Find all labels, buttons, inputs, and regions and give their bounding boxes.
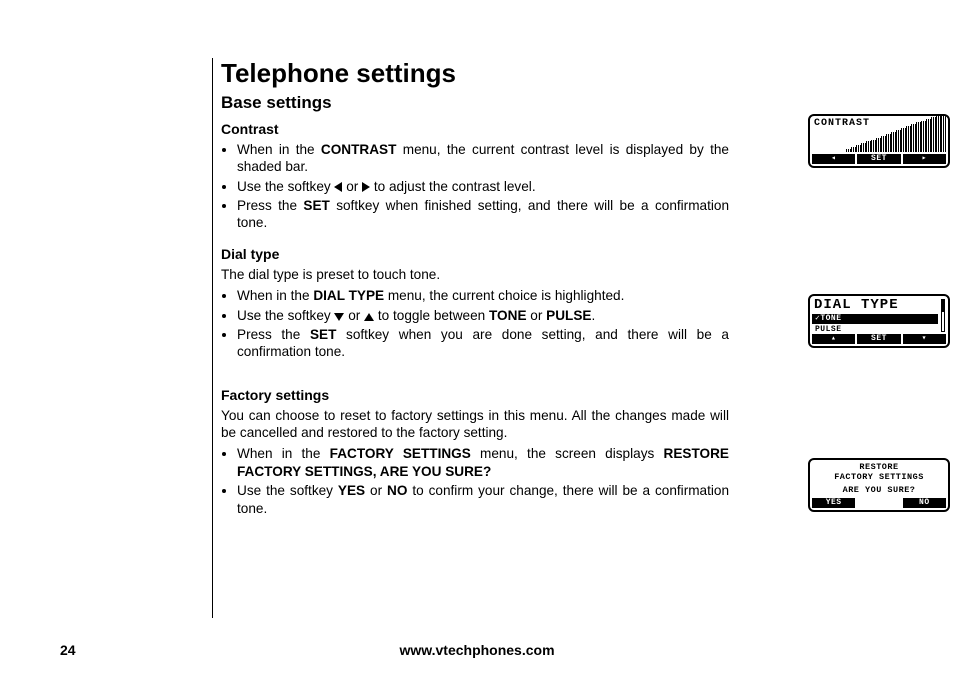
page-footer: 24 www.vtechphones.com [0,642,954,658]
footer-url: www.vtechphones.com [120,642,834,658]
softkey-right[interactable]: ▸ [903,154,946,164]
bold: SET [303,198,329,213]
softkey-bar: ◂ SET ▸ [812,154,946,164]
softkey-set[interactable]: SET [857,334,900,344]
softkey-set[interactable]: SET [857,154,900,164]
text: When in the [237,142,321,157]
lcd-top: CONTRAST [810,116,948,154]
scroll-thumb [942,300,944,312]
lcd-dial-option[interactable]: PULSE [812,325,938,335]
lcd-contrast-label: CONTRAST [814,118,870,129]
softkey-yes[interactable]: YES [812,498,855,508]
bold: SET [310,327,336,342]
dial-heading: Dial type [221,246,729,264]
softkey-down[interactable]: ▾ [903,334,946,344]
content-row: Telephone settings Base settings Contras… [60,58,894,618]
text: . [591,308,595,323]
section-factory: Factory settings You can choose to reset… [221,387,729,517]
dial-item-1: When in the DIAL TYPE menu, the current … [237,287,729,304]
dial-item-2: Use the softkey or to toggle between TON… [237,307,729,324]
factory-heading: Factory settings [221,387,729,405]
main-column: Telephone settings Base settings Contras… [212,58,894,618]
contrast-item-3: Press the SET softkey when finished sett… [237,197,729,232]
text: or [365,483,387,498]
lcd-factory-line2: FACTORY SETTINGS [810,473,948,483]
text: Press the [237,327,310,342]
softkey-up[interactable]: ▴ [812,334,855,344]
triangle-up-icon [364,313,374,321]
lcd-dial-option[interactable]: ✓TONE [812,314,938,324]
page-title: Telephone settings [221,58,894,89]
lcd-scrollbar [941,299,945,332]
bold: TONE [489,308,527,323]
text: or [342,179,362,194]
text: or [527,308,547,323]
contrast-list: When in the CONTRAST menu, the current c… [221,141,729,232]
text: When in the [237,446,330,461]
bold: PULSE [546,308,591,323]
factory-item-2: Use the softkey YES or NO to confirm you… [237,482,729,517]
softkey-bar: ▴ SET ▾ [812,334,946,344]
factory-intro: You can choose to reset to factory setti… [221,407,729,442]
factory-list: When in the FACTORY SETTINGS menu, the s… [221,445,729,517]
page-subtitle: Base settings [221,93,894,113]
triangle-down-icon [334,313,344,321]
bold: DIAL TYPE [313,288,384,303]
manual-page: Telephone settings Base settings Contras… [0,0,954,682]
lcd-factory-screen: RESTORE FACTORY SETTINGS ARE YOU SURE? Y… [808,458,950,512]
softkey-blank [857,498,900,508]
softkey-bar: YES NO [812,498,946,508]
contrast-item-2: Use the softkey or to adjust the contras… [237,178,729,195]
factory-item-1: When in the FACTORY SETTINGS menu, the s… [237,445,729,480]
section-contrast: Contrast When in the CONTRAST menu, the … [221,121,729,232]
contrast-bar [941,114,946,152]
text: menu, the current choice is highlighted. [384,288,624,303]
text: Use the softkey [237,308,334,323]
text: Use the softkey [237,179,334,194]
lcd-factory-question: ARE YOU SURE? [810,485,948,495]
dial-intro: The dial type is preset to touch tone. [221,266,729,283]
contrast-item-1: When in the CONTRAST menu, the current c… [237,141,729,176]
dial-list: When in the DIAL TYPE menu, the current … [221,287,729,361]
text: Use the softkey [237,483,338,498]
section-dial: Dial type The dial type is preset to tou… [221,246,729,361]
text: to adjust the contrast level. [370,179,535,194]
page-number: 24 [60,642,120,658]
contrast-heading: Contrast [221,121,729,139]
bold: FACTORY SETTINGS [330,446,471,461]
softkey-left[interactable]: ◂ [812,154,855,164]
text: to toggle between [374,308,489,323]
lcd-factory-lines: RESTORE FACTORY SETTINGS [810,463,948,483]
dial-item-3: Press the SET softkey when you are done … [237,326,729,361]
softkey-no[interactable]: NO [903,498,946,508]
text: When in the [237,288,313,303]
triangle-right-icon [362,182,370,192]
text: or [344,308,364,323]
text: menu, the screen displays [471,446,664,461]
bold: NO [387,483,407,498]
text: Press the [237,198,303,213]
lcd-dial-screen: DIAL TYPE ▴ SET ▾ ✓TONE PULSE [808,294,950,348]
lcd-dial-title: DIAL TYPE [814,297,899,313]
lcd-contrast-screen: CONTRAST ◂ SET ▸ [808,114,950,168]
bold: YES [338,483,365,498]
bold: CONTRAST [321,142,397,157]
